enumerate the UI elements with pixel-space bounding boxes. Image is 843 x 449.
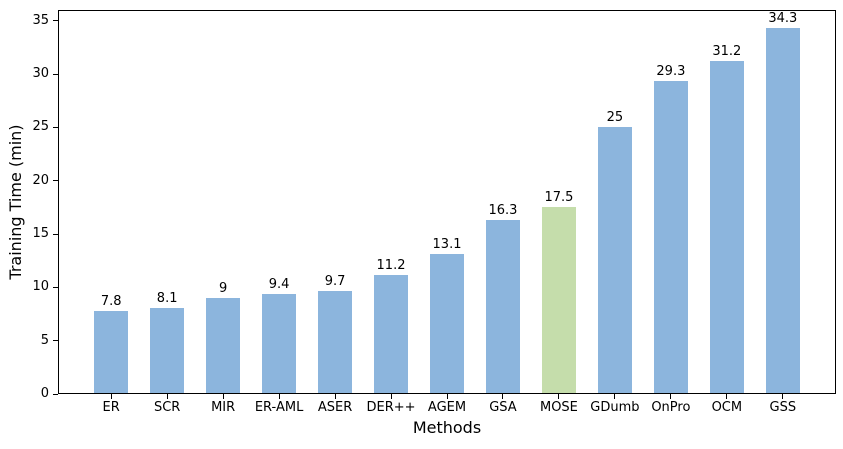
bar-value-label: 34.3 [768, 11, 798, 27]
bar-value-label: 29.3 [656, 64, 686, 80]
x-tick-mark [166, 394, 168, 399]
x-tick-mark [334, 394, 336, 399]
y-tick-label: 10 [32, 279, 49, 295]
bar-mose [541, 207, 576, 394]
plot-area [58, 10, 836, 394]
y-tick-mark [53, 180, 58, 182]
x-tick-mark [502, 394, 504, 399]
x-tick-mark [390, 394, 392, 399]
x-tick-label: OCM [711, 400, 743, 415]
bar-agem [430, 254, 464, 394]
bar-aser [318, 290, 353, 394]
y-tick-mark [53, 393, 58, 395]
x-tick-mark [614, 394, 616, 399]
x-tick-label: MOSE [539, 400, 578, 415]
y-tick-label: 15 [32, 226, 49, 241]
y-tick-label: 0 [40, 386, 49, 401]
bar-gss [765, 28, 800, 394]
x-tick-mark [110, 394, 112, 399]
bar-value-label: 16.3 [488, 203, 518, 219]
bar-value-label: 8.1 [156, 290, 178, 306]
bar-ocm [709, 61, 744, 394]
x-tick-mark [726, 394, 728, 399]
x-tick-label: AGEM [427, 400, 467, 415]
bar-er-aml [262, 293, 297, 394]
x-tick-label: OnPro [651, 400, 691, 415]
x-tick-mark [670, 394, 672, 399]
y-tick-mark [53, 286, 58, 288]
y-tick-mark [53, 126, 58, 128]
x-tick-mark [782, 394, 784, 399]
bar-onpro [653, 81, 688, 394]
bar-er [94, 310, 129, 394]
bar-value-label: 9.7 [324, 273, 346, 289]
x-tick-label: GDumb [590, 400, 640, 415]
bar-value-label: 9 [218, 281, 228, 296]
bar-value-label: 17.5 [544, 190, 574, 206]
y-tick-mark [53, 20, 58, 22]
x-tick-mark [278, 394, 280, 399]
bar-value-label: 25 [606, 110, 624, 126]
x-tick-label: ER-AML [254, 400, 304, 415]
x-axis-label: Methods [412, 418, 482, 437]
x-tick-label: DER++ [366, 400, 416, 415]
bar-value-label: 9.4 [268, 276, 290, 292]
y-tick-mark [53, 73, 58, 75]
bar-value-label: 31.2 [712, 44, 742, 60]
y-tick-label: 30 [32, 66, 49, 81]
bar-mir [206, 298, 241, 394]
bar-gdumb [597, 127, 632, 394]
y-tick-mark [53, 233, 58, 235]
x-tick-label: ASER [317, 400, 353, 415]
x-tick-label: GSA [489, 400, 517, 415]
x-tick-label: SCR [153, 400, 181, 415]
x-tick-mark [558, 394, 560, 399]
y-axis-label: Training Time (min) [6, 124, 25, 280]
x-tick-label: ER [102, 400, 120, 415]
bar-value-label: 13.1 [432, 237, 462, 253]
bar-value-label: 7.8 [100, 293, 122, 309]
y-tick-label: 5 [40, 332, 49, 348]
bar-value-label: 11.2 [376, 257, 406, 273]
y-tick-label: 35 [32, 12, 49, 28]
x-tick-mark [222, 394, 224, 399]
y-tick-mark [53, 340, 58, 342]
x-tick-label: MIR [211, 400, 236, 415]
x-tick-label: GSS [769, 400, 797, 415]
bar-der- [374, 274, 409, 394]
bar-scr [150, 307, 185, 394]
bar-gsa [485, 220, 520, 394]
y-tick-label: 20 [32, 172, 49, 188]
y-tick-label: 25 [32, 119, 49, 135]
x-tick-mark [446, 394, 448, 399]
